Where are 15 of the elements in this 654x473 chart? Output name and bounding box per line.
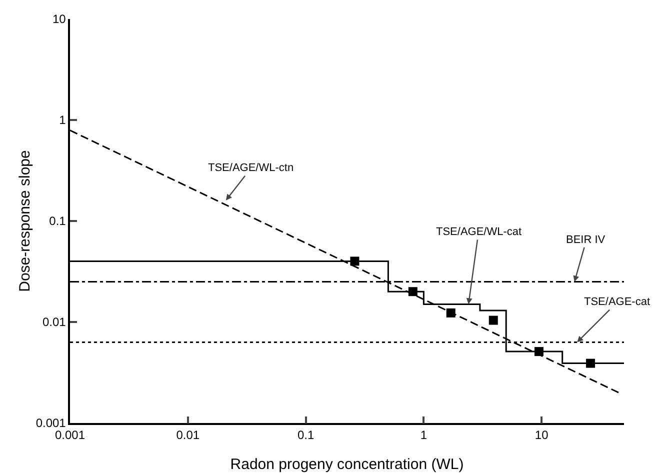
x-tick-label: 0.01 — [176, 428, 200, 442]
x-axis-title: Radon progeny concentration (WL) — [230, 456, 464, 473]
y-tick-label: 0.1 — [49, 214, 66, 228]
y-tick-label: 0.001 — [36, 416, 66, 430]
y-tick-label: 0.01 — [42, 315, 66, 330]
y-tick-label: 1 — [59, 113, 66, 128]
x-tick-label: 10 — [534, 428, 549, 442]
x-tick-label: 0.1 — [297, 428, 314, 442]
annotation: TSE/AGE-cat — [584, 296, 650, 308]
y-tick-label: 10 — [52, 12, 66, 26]
x-tick-label: 1 — [420, 428, 428, 442]
annotation: BEIR IV — [566, 234, 606, 246]
y-axis-title: Dose-response slope — [16, 150, 34, 292]
annotation: TSE/AGE/WL-ctn — [208, 162, 294, 174]
annotation: TSE/AGE/WL-cat — [436, 226, 522, 238]
